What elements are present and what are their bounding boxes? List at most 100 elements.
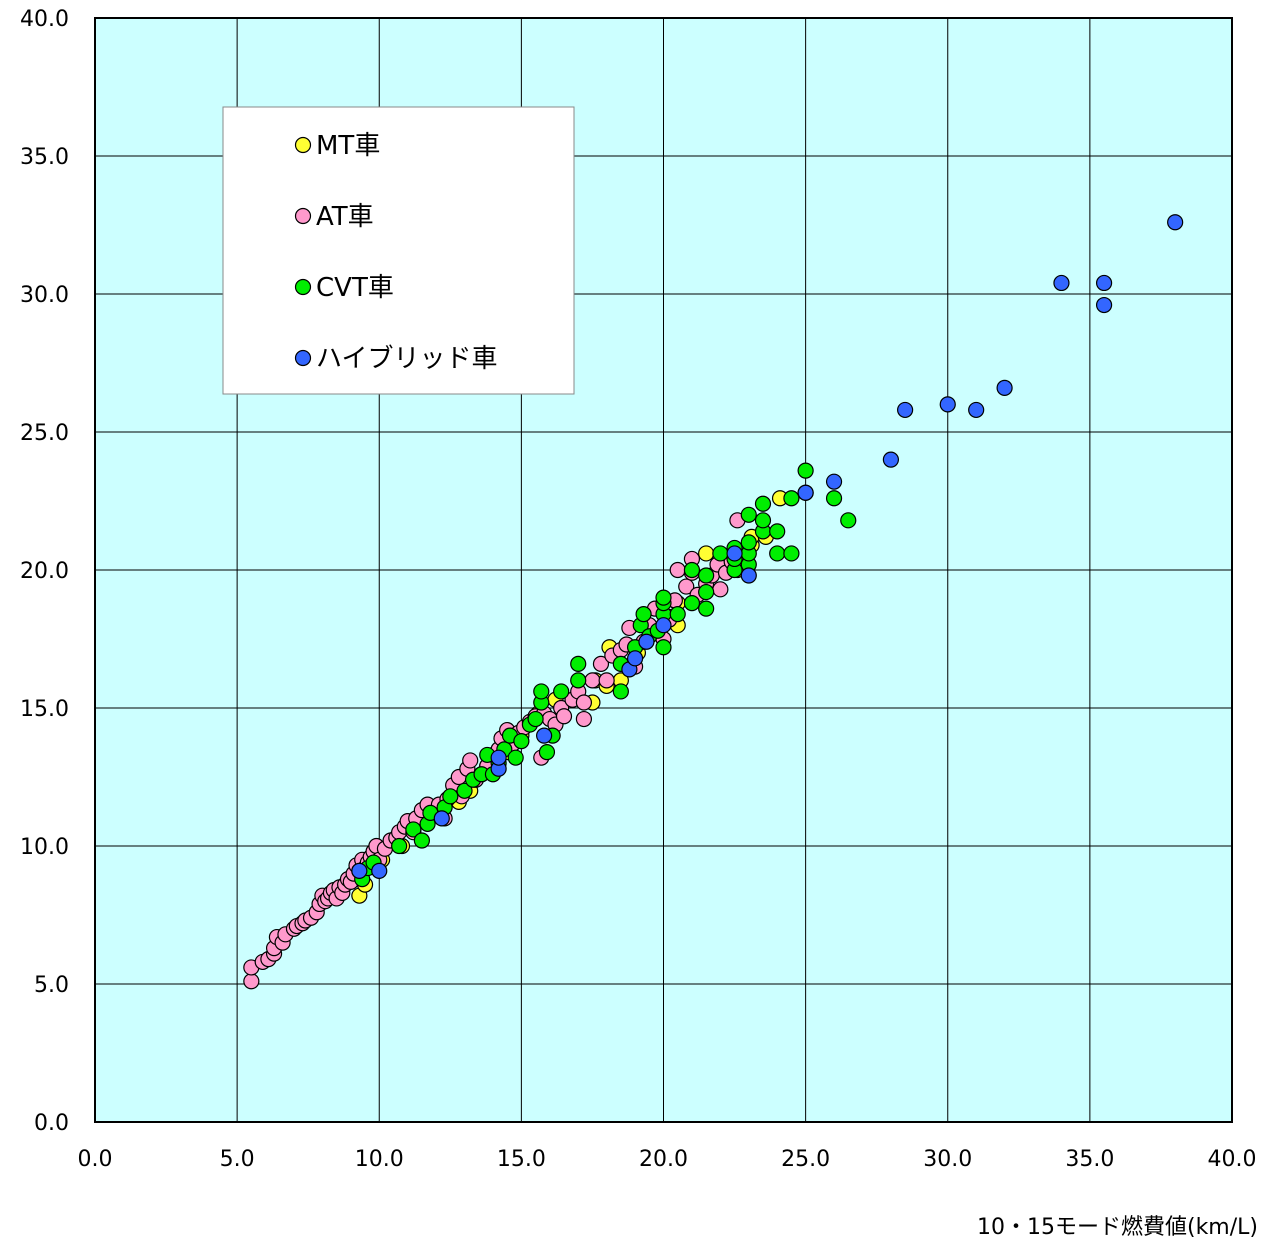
legend-label: ハイブリッド車 — [316, 344, 497, 374]
legend-label: MT車 — [316, 131, 380, 161]
data-point — [712, 545, 729, 562]
data-point — [698, 600, 715, 617]
y-tick-label: 35.0 — [20, 145, 69, 170]
data-point — [570, 655, 587, 672]
data-point — [740, 506, 757, 523]
x-tick-label: 10.0 — [355, 1147, 404, 1172]
data-point — [698, 567, 715, 584]
data-point — [655, 639, 672, 656]
y-tick-label: 20.0 — [20, 559, 69, 584]
data-point — [538, 744, 556, 761]
data-point — [897, 401, 914, 419]
y-tick-label: 25.0 — [20, 421, 69, 446]
data-point — [513, 733, 530, 750]
x-tick-label: 20.0 — [639, 1147, 688, 1172]
y-tick-label: 10.0 — [20, 835, 69, 860]
data-point — [1095, 274, 1113, 292]
x-tick-label: 40.0 — [1208, 1147, 1257, 1172]
data-point — [1167, 214, 1184, 231]
data-point — [626, 650, 644, 667]
y-tick-label: 40.0 — [20, 7, 69, 32]
data-point — [669, 561, 686, 579]
y-tick-label: 5.0 — [34, 973, 69, 998]
series-2 — [354, 462, 857, 888]
y-tick-label: 15.0 — [20, 697, 69, 722]
data-point — [769, 523, 786, 540]
legend-label: AT車 — [316, 202, 374, 232]
data-point — [456, 782, 473, 799]
y-tick-label: 30.0 — [20, 283, 69, 308]
data-point — [507, 749, 524, 766]
data-point — [371, 862, 388, 879]
y-tick-label: 0.0 — [34, 1111, 69, 1136]
x-tick-label: 5.0 — [220, 1147, 255, 1172]
data-point — [655, 589, 672, 606]
data-point — [527, 710, 544, 728]
data-point — [712, 581, 729, 598]
x-axis-ticks: 0.0 5.0 10.0 15.0 20.0 25.0 30.0 35.0 40.0 — [78, 1147, 1257, 1172]
data-point — [575, 694, 593, 711]
data-point — [783, 490, 800, 507]
data-point — [533, 683, 550, 700]
data-point — [726, 545, 743, 562]
data-point — [698, 583, 715, 601]
data-point — [797, 462, 814, 479]
data-point — [555, 708, 573, 725]
data-points — [243, 214, 1184, 990]
data-point — [584, 672, 601, 689]
data-point — [635, 606, 652, 623]
data-point — [783, 545, 800, 562]
data-point — [669, 606, 686, 623]
data-point — [442, 788, 459, 805]
data-point — [612, 683, 629, 700]
data-point — [391, 837, 408, 855]
data-point — [939, 396, 956, 413]
x-tick-label: 25.0 — [781, 1147, 830, 1172]
data-point — [553, 683, 570, 700]
plot-border — [94, 17, 1233, 1123]
data-point — [592, 655, 610, 672]
legend-marker — [294, 136, 312, 154]
legend-marker — [294, 207, 312, 225]
data-point — [683, 561, 701, 579]
data-point — [433, 810, 450, 827]
x-axis-label: 10・15モード燃費値(km/L) — [977, 1215, 1258, 1240]
x-tick-label: 30.0 — [923, 1147, 972, 1172]
data-point — [797, 484, 814, 501]
data-point — [678, 578, 695, 595]
data-point — [754, 512, 772, 529]
data-point — [490, 749, 507, 766]
data-point — [683, 595, 701, 612]
data-point — [740, 567, 757, 584]
data-point — [1095, 296, 1113, 314]
data-point — [769, 545, 786, 562]
data-point — [1053, 274, 1070, 292]
data-point — [840, 512, 857, 529]
data-point — [570, 672, 587, 689]
data-point — [698, 545, 715, 562]
data-point — [754, 495, 772, 512]
data-point — [825, 490, 843, 507]
data-point — [462, 752, 479, 769]
data-point — [243, 973, 260, 990]
data-point — [413, 832, 430, 849]
y-axis-ticks: 0.0 5.0 10.0 15.0 20.0 25.0 30.0 35.0 40.0 — [20, 7, 69, 1136]
x-tick-label: 15.0 — [497, 1147, 546, 1172]
series-3 — [351, 214, 1184, 879]
data-point — [598, 672, 615, 689]
data-point — [575, 710, 593, 728]
data-point — [996, 379, 1013, 396]
data-point — [740, 534, 757, 551]
data-point — [655, 617, 672, 634]
x-tick-label: 0.0 — [78, 1147, 113, 1172]
data-point — [882, 451, 900, 468]
legend-marker — [294, 278, 312, 296]
data-point — [536, 727, 553, 744]
data-point — [638, 633, 655, 650]
legend-box — [222, 106, 575, 395]
data-point — [351, 862, 368, 879]
legend-label: CVT車 — [316, 273, 394, 303]
legend-marker — [294, 349, 312, 367]
